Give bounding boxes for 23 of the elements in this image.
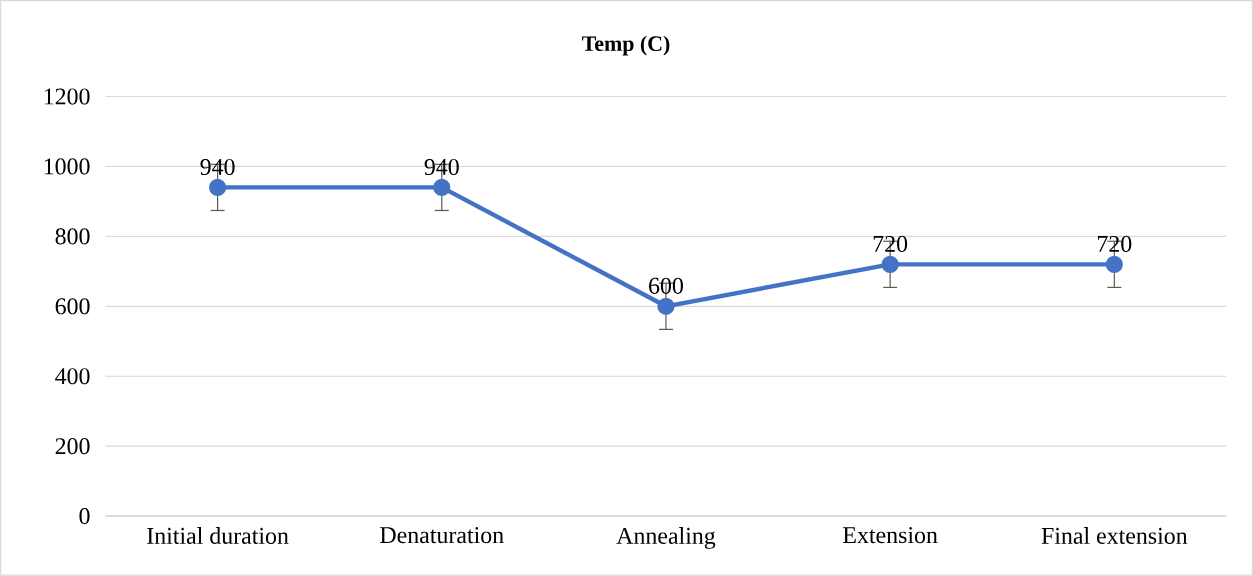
point [209, 179, 227, 197]
y-tick-label: 400 [55, 368, 90, 385]
y-tick-label: 1200 [44, 88, 90, 105]
y-tick-label: 600 [55, 298, 90, 315]
x-tick-label: Extension [843, 527, 938, 544]
x-tick-label: Initial duration [147, 527, 289, 545]
point [657, 297, 675, 316]
point [1105, 255, 1123, 274]
point [433, 179, 451, 197]
data-label: 720 [873, 236, 908, 253]
data-label: 600 [649, 277, 683, 295]
y-tick-label: 800 [55, 228, 90, 245]
y-tick-label: 200 [55, 438, 90, 455]
y-tick-label: 1000 [44, 158, 90, 175]
x-tick-label: Denaturation [380, 527, 504, 544]
x-tick-label: Annealing [616, 527, 716, 550]
chart-title: Temp (C) [582, 35, 670, 56]
data-label: 940 [200, 159, 235, 176]
y-tick-label: 0 [79, 508, 90, 525]
point [881, 255, 899, 274]
data-label: 720 [1097, 236, 1132, 253]
data-label: 940 [424, 159, 459, 176]
x-tick-label: Final extension [1041, 527, 1188, 545]
